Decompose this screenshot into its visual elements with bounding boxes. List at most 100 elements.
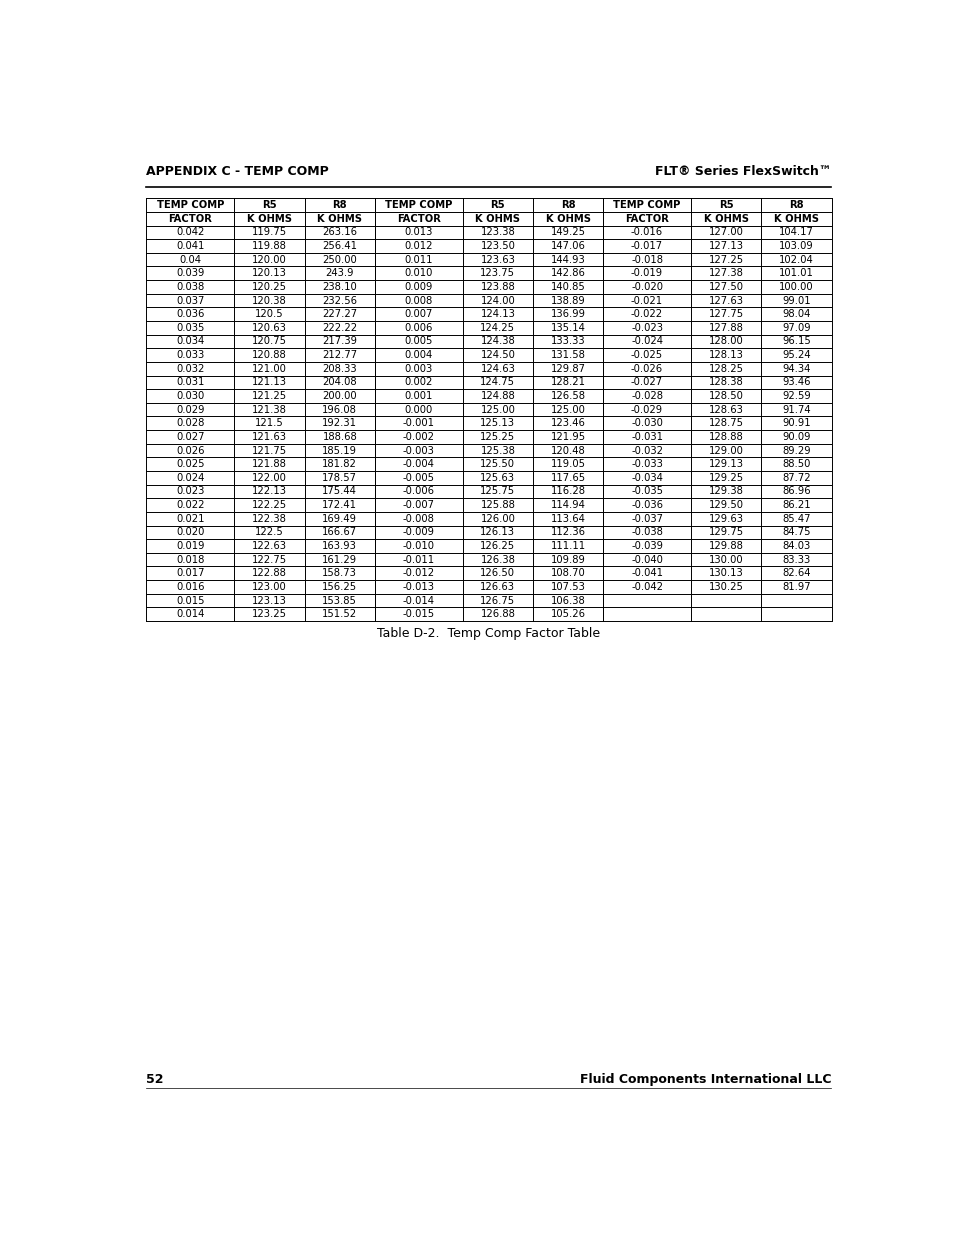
Text: 136.99: 136.99 bbox=[550, 309, 585, 319]
Text: 127.00: 127.00 bbox=[708, 227, 742, 237]
Text: 90.91: 90.91 bbox=[781, 419, 810, 429]
Text: 142.86: 142.86 bbox=[550, 268, 585, 278]
Text: 128.75: 128.75 bbox=[708, 419, 743, 429]
Text: 124.75: 124.75 bbox=[479, 378, 515, 388]
Text: 129.00: 129.00 bbox=[708, 446, 742, 456]
Text: -0.032: -0.032 bbox=[630, 446, 662, 456]
Text: 109.89: 109.89 bbox=[550, 555, 585, 564]
Text: 95.24: 95.24 bbox=[781, 350, 810, 361]
Text: 238.10: 238.10 bbox=[322, 282, 356, 291]
Text: 124.50: 124.50 bbox=[480, 350, 515, 361]
Text: 86.21: 86.21 bbox=[781, 500, 810, 510]
Text: 222.22: 222.22 bbox=[322, 322, 357, 332]
Text: -0.003: -0.003 bbox=[402, 446, 435, 456]
Text: 105.26: 105.26 bbox=[550, 609, 585, 619]
Text: -0.021: -0.021 bbox=[630, 295, 662, 305]
Text: 124.38: 124.38 bbox=[480, 336, 515, 347]
Text: 119.05: 119.05 bbox=[550, 459, 585, 469]
Text: 121.95: 121.95 bbox=[550, 432, 585, 442]
Text: 161.29: 161.29 bbox=[322, 555, 357, 564]
Text: TEMP COMP: TEMP COMP bbox=[156, 200, 224, 210]
Text: -0.004: -0.004 bbox=[402, 459, 435, 469]
Text: 169.49: 169.49 bbox=[322, 514, 357, 524]
Text: -0.027: -0.027 bbox=[630, 378, 662, 388]
Text: 0.027: 0.027 bbox=[176, 432, 204, 442]
Text: 178.57: 178.57 bbox=[322, 473, 357, 483]
Text: 129.75: 129.75 bbox=[708, 527, 743, 537]
Text: 0.024: 0.024 bbox=[176, 473, 204, 483]
Text: 0.026: 0.026 bbox=[176, 446, 204, 456]
Text: 121.13: 121.13 bbox=[252, 378, 287, 388]
Text: 121.88: 121.88 bbox=[252, 459, 287, 469]
Text: 0.037: 0.037 bbox=[176, 295, 204, 305]
Text: -0.008: -0.008 bbox=[402, 514, 435, 524]
Text: 98.04: 98.04 bbox=[781, 309, 810, 319]
Text: 116.28: 116.28 bbox=[550, 487, 585, 496]
Text: 0.033: 0.033 bbox=[176, 350, 204, 361]
Text: 129.50: 129.50 bbox=[708, 500, 743, 510]
Text: 0.021: 0.021 bbox=[176, 514, 204, 524]
Text: -0.011: -0.011 bbox=[402, 555, 435, 564]
Text: 166.67: 166.67 bbox=[322, 527, 357, 537]
Text: K OHMS: K OHMS bbox=[247, 214, 292, 224]
Text: 0.041: 0.041 bbox=[176, 241, 204, 251]
Text: 172.41: 172.41 bbox=[322, 500, 357, 510]
Text: -0.026: -0.026 bbox=[630, 363, 662, 374]
Text: 123.25: 123.25 bbox=[252, 609, 287, 619]
Text: 204.08: 204.08 bbox=[322, 378, 356, 388]
Text: -0.023: -0.023 bbox=[630, 322, 662, 332]
Text: 128.38: 128.38 bbox=[708, 378, 742, 388]
Text: 113.64: 113.64 bbox=[550, 514, 585, 524]
Text: 0.039: 0.039 bbox=[176, 268, 204, 278]
Text: Fluid Components International LLC: Fluid Components International LLC bbox=[579, 1073, 831, 1087]
Text: 0.029: 0.029 bbox=[176, 405, 204, 415]
Text: 87.72: 87.72 bbox=[781, 473, 810, 483]
Text: -0.005: -0.005 bbox=[402, 473, 435, 483]
Text: 103.09: 103.09 bbox=[779, 241, 813, 251]
Text: 127.75: 127.75 bbox=[708, 309, 743, 319]
Text: R8: R8 bbox=[560, 200, 575, 210]
Text: -0.010: -0.010 bbox=[402, 541, 435, 551]
Text: 0.003: 0.003 bbox=[404, 363, 433, 374]
Text: 100.00: 100.00 bbox=[779, 282, 813, 291]
Text: 200.00: 200.00 bbox=[322, 391, 356, 401]
Text: K OHMS: K OHMS bbox=[475, 214, 519, 224]
Text: 0.031: 0.031 bbox=[176, 378, 204, 388]
Text: 128.21: 128.21 bbox=[550, 378, 585, 388]
Text: 126.00: 126.00 bbox=[480, 514, 515, 524]
Text: 0.036: 0.036 bbox=[176, 309, 204, 319]
Text: 0.000: 0.000 bbox=[404, 405, 433, 415]
Text: 129.13: 129.13 bbox=[708, 459, 743, 469]
Text: R8: R8 bbox=[333, 200, 347, 210]
Text: 129.63: 129.63 bbox=[708, 514, 743, 524]
Text: 106.38: 106.38 bbox=[550, 595, 585, 605]
Text: 0.020: 0.020 bbox=[176, 527, 204, 537]
Text: 0.015: 0.015 bbox=[176, 595, 204, 605]
Text: 163.93: 163.93 bbox=[322, 541, 356, 551]
Text: 124.25: 124.25 bbox=[479, 322, 515, 332]
Text: 128.25: 128.25 bbox=[708, 363, 743, 374]
Text: 138.89: 138.89 bbox=[550, 295, 585, 305]
Text: 126.63: 126.63 bbox=[479, 582, 515, 592]
Text: 123.00: 123.00 bbox=[252, 582, 287, 592]
Text: 93.46: 93.46 bbox=[781, 378, 810, 388]
Text: 94.34: 94.34 bbox=[781, 363, 810, 374]
Text: 121.38: 121.38 bbox=[252, 405, 287, 415]
Text: 90.09: 90.09 bbox=[781, 432, 810, 442]
Text: 0.038: 0.038 bbox=[176, 282, 204, 291]
Text: 185.19: 185.19 bbox=[322, 446, 357, 456]
Text: 0.019: 0.019 bbox=[176, 541, 204, 551]
Text: TEMP COMP: TEMP COMP bbox=[385, 200, 452, 210]
Text: -0.015: -0.015 bbox=[402, 609, 435, 619]
Text: 121.75: 121.75 bbox=[252, 446, 287, 456]
Text: 120.75: 120.75 bbox=[252, 336, 287, 347]
Text: 91.74: 91.74 bbox=[781, 405, 810, 415]
Text: -0.030: -0.030 bbox=[631, 419, 662, 429]
Text: TEMP COMP: TEMP COMP bbox=[613, 200, 680, 210]
Text: 123.50: 123.50 bbox=[480, 241, 515, 251]
Text: 85.47: 85.47 bbox=[781, 514, 810, 524]
Text: 125.38: 125.38 bbox=[480, 446, 515, 456]
Text: R5: R5 bbox=[490, 200, 505, 210]
Text: 250.00: 250.00 bbox=[322, 254, 356, 264]
Text: -0.017: -0.017 bbox=[630, 241, 662, 251]
